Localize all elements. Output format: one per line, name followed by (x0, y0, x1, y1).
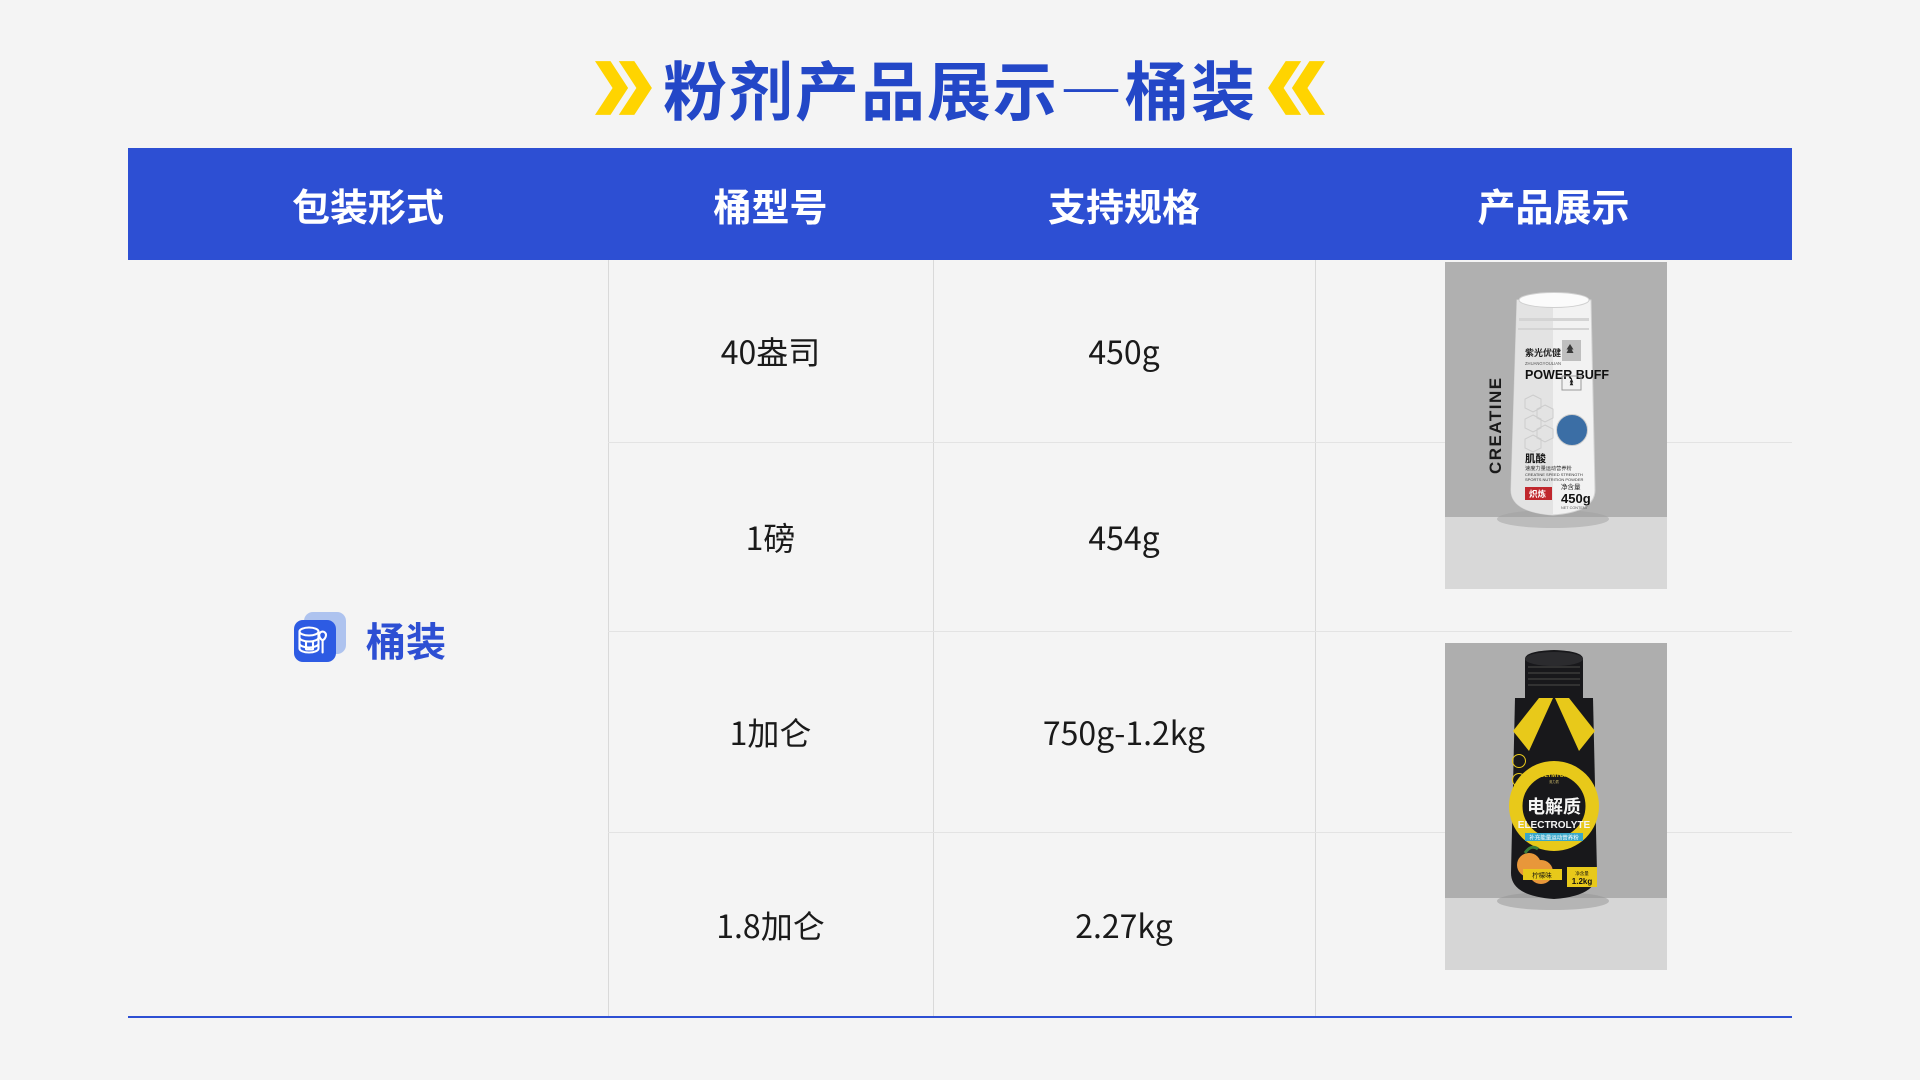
svg-text:肌酸: 肌酸 (1525, 451, 1547, 466)
svg-text:NET CONTENT: NET CONTENT (1561, 506, 1589, 510)
svg-text:奥力盾: 奥力盾 (1549, 779, 1559, 784)
svg-text:ZHUANGYOULIAN: ZHUANGYOULIAN (1525, 361, 1561, 366)
svg-text:CREATINE: CREATINE (1486, 376, 1505, 474)
svg-text:炽炼: 炽炼 (1529, 488, 1547, 500)
svg-text:速度力量运动营养粉: 速度力量运动营养粉 (1525, 464, 1573, 472)
svg-text:POWER BUFF: POWER BUFF (1525, 368, 1609, 382)
svg-text:补充能量运动营养粉: 补充能量运动营养粉 (1529, 834, 1579, 842)
svg-text:450g: 450g (1561, 491, 1591, 506)
svg-text:ELECTROLYTE: ELECTROLYTE (1518, 820, 1591, 831)
svg-text:柠檬味: 柠檬味 (1532, 870, 1552, 880)
svg-text:1.2kg: 1.2kg (1572, 877, 1593, 886)
svg-text:紫光优健: 紫光优健 (1525, 346, 1561, 359)
svg-text:电解质: 电解质 (1527, 793, 1581, 819)
svg-text:净含量: 净含量 (1561, 481, 1581, 491)
svg-text:净含量: 净含量 (1575, 870, 1589, 877)
